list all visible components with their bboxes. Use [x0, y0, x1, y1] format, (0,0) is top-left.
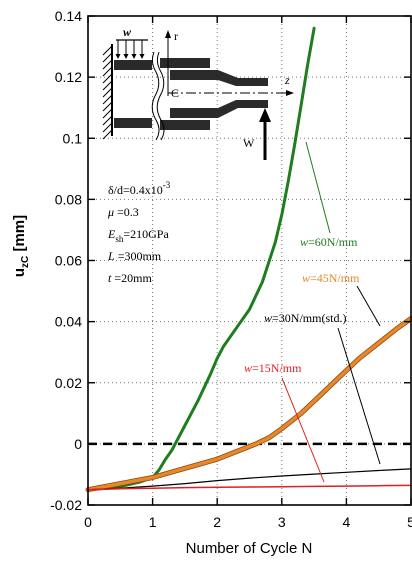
diagram-end-load-arrowhead [259, 108, 271, 122]
diagram-r-label: r [174, 29, 178, 43]
x-tick-label: 4 [343, 514, 351, 530]
parameter-symbol: E [107, 227, 116, 241]
diagram-tube-lower-middle [160, 120, 210, 130]
diagram-wall-hatch [102, 129, 113, 140]
series-label-value: =60N/mm [308, 235, 358, 249]
series-label-symbol: w [302, 271, 310, 285]
parameter-symbol: δ/d=0.4x10 [108, 183, 163, 197]
diagram-wall-hatch [102, 73, 113, 84]
diagram-wall-hatch [102, 94, 113, 105]
parameter-line: L =300mm [107, 249, 162, 263]
series-label-pointer [305, 141, 331, 234]
diagram-tube-lower-left [114, 118, 152, 128]
y-axis-title: uzC [mm] [11, 215, 31, 277]
diagram-z-label: z [284, 73, 290, 87]
y-tick-label: -0.02 [50, 497, 82, 513]
x-tick-label: 3 [278, 514, 286, 530]
parameter-symbol: t [108, 271, 112, 285]
series-label-4: w=15N/mm [244, 361, 302, 375]
diagram-break-line-2 [156, 51, 165, 141]
x-tick-label: 2 [213, 514, 221, 530]
diagram-load-arrowhead [115, 54, 121, 59]
diagram-wall-hatch [102, 45, 113, 56]
x-tick-label: 1 [149, 514, 157, 530]
grid-layer [88, 16, 411, 505]
diagram-break-line-1 [151, 51, 160, 141]
diagram-tube-lower-inner [170, 108, 218, 118]
parameter-symbol: L [107, 249, 115, 263]
parameter-superscript: -3 [163, 180, 171, 190]
y-tick-label: 0.08 [55, 191, 82, 207]
y-tick-label: 0.12 [55, 69, 82, 85]
diagram-wall-hatch [102, 101, 113, 112]
series-layer [85, 26, 412, 493]
series-line-2 [86, 316, 412, 492]
diagram-wall-hatch [102, 59, 113, 70]
parameter-value: =20mm [111, 271, 152, 285]
diagram-wall-hatch [102, 80, 113, 91]
series-label-pointer [337, 327, 381, 465]
y-tick-label: 0.14 [55, 8, 82, 24]
series-label-3: w=30N/mm(std.) [264, 311, 346, 325]
x-tick-label: 5 [407, 514, 412, 530]
y-axis-title-unit: [mm] [11, 215, 28, 256]
series-label-value: =15N/mm [252, 361, 302, 375]
parameter-line: δ/d=0.4x10-3 [108, 180, 171, 197]
series-label-1: w=60N/mm [300, 235, 358, 249]
diagram-wall-hatch [102, 115, 113, 126]
diagram-wall-hatch [102, 87, 113, 98]
y-axis-title-sub: zC [20, 256, 31, 268]
series-line-4 [87, 484, 412, 491]
series-label-symbol: w [264, 311, 272, 325]
diagram-tube-upper-left [114, 60, 152, 70]
y-axis-title-main: u [11, 268, 28, 277]
diagram-tube-upper-inner [170, 70, 218, 80]
parameter-line: Esh=210GPa [107, 227, 169, 244]
series-label-2: w=45N/mm [302, 271, 360, 285]
y-tick-label: 0 [74, 436, 82, 452]
parameter-value: =300mm [115, 249, 162, 263]
y-tick-label: 0.1 [63, 130, 83, 146]
parameter-subscript: sh [115, 234, 124, 244]
parameter-line: μ =0.3 [107, 205, 139, 219]
diagram-load-label: w [123, 25, 132, 39]
parameter-value: =0.3 [114, 205, 139, 219]
structure-diagram: w r z C W [102, 25, 294, 160]
diagram-wall-hatch [102, 66, 113, 77]
diagram-wall-hatch [102, 122, 113, 133]
y-tick-label: 0.04 [55, 314, 82, 330]
diagram-point-c-label: C [171, 86, 179, 100]
diagram-force-label: W [243, 136, 255, 150]
diagram-z-arrowhead [286, 90, 294, 96]
series-labels: w=60N/mmw=45N/mmw=30N/mm(std.)w=15N/mm [244, 141, 381, 483]
x-axis-title: Number of Cycle N [186, 540, 313, 557]
diagram-tube-upper-middle [160, 58, 210, 68]
x-tick-label: 0 [84, 514, 92, 530]
diagram-load-arrowhead [123, 54, 129, 59]
diagram-tube-lower-taper [218, 100, 268, 118]
series-label-pointer [356, 285, 381, 327]
diagram-tube-upper-taper [218, 70, 268, 86]
diagram-r-arrowhead [165, 30, 171, 38]
diagram-wall-hatch [102, 108, 113, 119]
diagram-load-arrowhead [139, 54, 145, 59]
series-line-3 [87, 468, 412, 491]
diagram-wall-hatch [102, 52, 113, 63]
series-label-symbol: w [244, 361, 252, 375]
y-tick-label: 0.06 [55, 253, 82, 269]
series-label-pointer [281, 377, 325, 483]
parameter-symbol: μ [107, 205, 114, 219]
parameter-value: =210GPa [123, 227, 169, 241]
diagram-load-arrowhead [131, 54, 137, 59]
series-label-value: =30N/mm(std.) [272, 311, 346, 325]
parameter-line: t =20mm [108, 271, 152, 285]
series-label-value: =45N/mm [310, 271, 360, 285]
y-tick-label: 0.02 [55, 375, 82, 391]
series-label-symbol: w [300, 235, 308, 249]
